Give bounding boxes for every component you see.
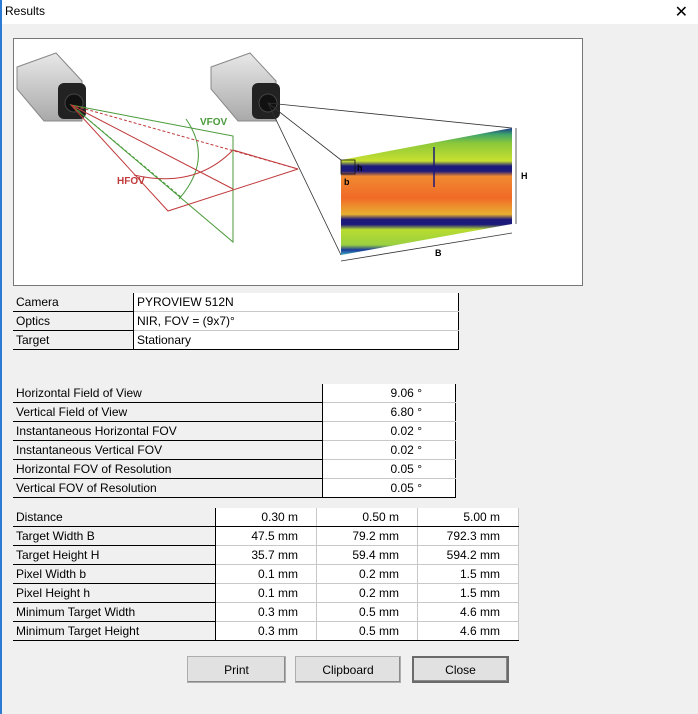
fov-value: 0.05 °	[322, 478, 456, 498]
info-label: Target	[13, 330, 134, 350]
distance-cell: 0.5 mm	[316, 602, 418, 622]
close-icon[interactable]: ✕	[674, 4, 688, 21]
table-row: Target Stationary	[13, 330, 459, 350]
distance-cell: 0.1 mm	[215, 564, 317, 584]
table-row: Vertical FOV of Resolution 0.05 °	[13, 478, 456, 498]
table-row: Vertical Field of View 6.80 °	[13, 402, 456, 422]
distance-cell: 5.00 m	[417, 508, 519, 527]
distance-header-row: Distance 0.30 m 0.50 m 5.00 m	[13, 508, 519, 527]
distance-row-label: Distance	[13, 508, 216, 527]
distance-cell: 4.6 mm	[417, 602, 519, 622]
distance-row-label: Target Height H	[13, 545, 216, 565]
vfov-label: VFOV	[200, 117, 228, 128]
distance-cell: 0.2 mm	[316, 564, 418, 584]
distance-row-label: Pixel Width b	[13, 564, 216, 584]
info-value: Stationary	[133, 330, 459, 350]
distance-cell: 1.5 mm	[417, 583, 519, 603]
table-row: Pixel Width b 0.1 mm 0.2 mm 1.5 mm	[13, 564, 519, 584]
fov-diagram: VFOV HFOV h b H B	[13, 38, 583, 286]
pixel-height-label: h	[357, 163, 363, 173]
distance-cell: 594.2 mm	[417, 545, 519, 565]
fov-table: Horizontal Field of View 9.06 ° Vertical …	[13, 384, 456, 498]
table-row: Horizontal FOV of Resolution 0.05 °	[13, 459, 456, 479]
distance-cell: 0.2 mm	[316, 583, 418, 603]
distance-cell: 1.5 mm	[417, 564, 519, 584]
fov-value: 0.02 °	[322, 440, 456, 460]
table-row: Instantaneous Horizontal FOV 0.02 °	[13, 421, 456, 441]
distance-row-label: Pixel Height h	[13, 583, 216, 603]
info-label: Camera	[13, 293, 134, 312]
target-height-label: H	[521, 171, 528, 181]
thermal-image	[341, 128, 512, 255]
info-value: PYROVIEW 512N	[133, 293, 459, 312]
fov-value: 9.06 °	[322, 384, 456, 403]
target-width-label: B	[435, 248, 442, 258]
distance-cell: 47.5 mm	[215, 526, 317, 546]
distance-row-label: Target Width B	[13, 526, 216, 546]
distance-cell: 0.1 mm	[215, 583, 317, 603]
camera-info-table: Camera PYROVIEW 512N Optics NIR, FOV = (9x…	[13, 293, 459, 350]
distance-table: Distance 0.30 m 0.50 m 5.00 m Target Width B…	[13, 508, 519, 641]
table-row: Camera PYROVIEW 512N	[13, 293, 459, 312]
table-row: Target Width B 47.5 mm 79.2 mm 792.3 mm	[13, 526, 519, 546]
distance-cell: 4.6 mm	[417, 621, 519, 641]
distance-cell: 792.3 mm	[417, 526, 519, 546]
info-value: NIR, FOV = (9x7)°	[133, 311, 459, 331]
fov-label: Horizontal Field of View	[13, 384, 323, 403]
distance-cell: 35.7 mm	[215, 545, 317, 565]
distance-cell: 0.3 mm	[215, 621, 317, 641]
fov-value: 0.02 °	[322, 421, 456, 441]
distance-cell: 0.5 mm	[316, 621, 418, 641]
table-row: Pixel Height h 0.1 mm 0.2 mm 1.5 mm	[13, 583, 519, 603]
table-row: Horizontal Field of View 9.06 °	[13, 384, 456, 403]
title-bar: Results ✕	[2, 0, 698, 24]
distance-cell: 79.2 mm	[316, 526, 418, 546]
table-row: Target Height H 35.7 mm 59.4 mm 594.2 mm	[13, 545, 519, 565]
table-row: Minimum Target Height 0.3 mm 0.5 mm 4.6 mm	[13, 621, 519, 641]
camera-2-image	[210, 52, 280, 122]
info-label: Optics	[13, 311, 134, 331]
fov-label: Instantaneous Vertical FOV	[13, 440, 323, 460]
fov-value: 6.80 °	[322, 402, 456, 422]
print-button[interactable]: Print	[187, 656, 286, 683]
window-title: Results	[5, 4, 46, 18]
distance-cell: 0.30 m	[215, 508, 317, 527]
fov-label: Vertical FOV of Resolution	[13, 478, 323, 498]
camera-1-image	[16, 52, 86, 122]
fov-label: Horizontal FOV of Resolution	[13, 459, 323, 479]
distance-cell: 0.50 m	[316, 508, 418, 527]
distance-row-label: Minimum Target Width	[13, 602, 216, 622]
fov-label: Instantaneous Horizontal FOV	[13, 421, 323, 441]
close-button[interactable]: Close	[412, 656, 509, 683]
pixel-width-label: b	[344, 177, 350, 187]
window-border	[0, 0, 2, 714]
distance-cell: 59.4 mm	[316, 545, 418, 565]
distance-cell: 0.3 mm	[215, 602, 317, 622]
distance-row-label: Minimum Target Height	[13, 621, 216, 641]
fov-label: Vertical Field of View	[13, 402, 323, 422]
hfov-label: HFOV	[117, 176, 145, 187]
table-row: Optics NIR, FOV = (9x7)°	[13, 311, 459, 331]
fov-value: 0.05 °	[322, 459, 456, 479]
table-row: Minimum Target Width 0.3 mm 0.5 mm 4.6 mm	[13, 602, 519, 622]
clipboard-button[interactable]: Clipboard	[295, 656, 401, 683]
table-row: Instantaneous Vertical FOV 0.02 °	[13, 440, 456, 460]
